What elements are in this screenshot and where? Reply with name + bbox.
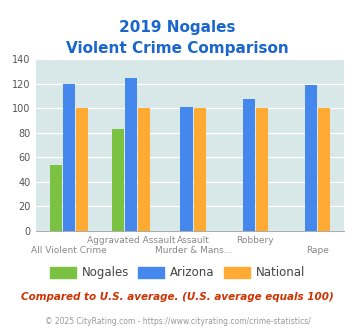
- Text: Assault: Assault: [177, 236, 209, 245]
- Bar: [242, 99, 255, 231]
- Bar: [125, 78, 137, 231]
- Bar: [193, 109, 206, 231]
- Bar: [112, 129, 124, 231]
- Bar: [62, 84, 75, 231]
- Text: Violent Crime Comparison: Violent Crime Comparison: [66, 41, 289, 56]
- Bar: [50, 165, 62, 231]
- Text: 2019 Nogales: 2019 Nogales: [119, 20, 236, 35]
- Bar: [180, 107, 193, 231]
- Bar: [318, 109, 330, 231]
- Bar: [76, 109, 88, 231]
- Text: Aggravated Assault: Aggravated Assault: [87, 236, 175, 245]
- Text: Rape: Rape: [306, 246, 329, 255]
- Legend: Nogales, Arizona, National: Nogales, Arizona, National: [45, 262, 310, 284]
- Bar: [256, 109, 268, 231]
- Text: Compared to U.S. average. (U.S. average equals 100): Compared to U.S. average. (U.S. average …: [21, 292, 334, 302]
- Text: All Violent Crime: All Violent Crime: [31, 246, 107, 255]
- Bar: [138, 109, 150, 231]
- Bar: [305, 85, 317, 231]
- Text: © 2025 CityRating.com - https://www.cityrating.com/crime-statistics/: © 2025 CityRating.com - https://www.city…: [45, 317, 310, 326]
- Text: Robbery: Robbery: [236, 236, 274, 245]
- Text: Murder & Mans...: Murder & Mans...: [154, 246, 232, 255]
